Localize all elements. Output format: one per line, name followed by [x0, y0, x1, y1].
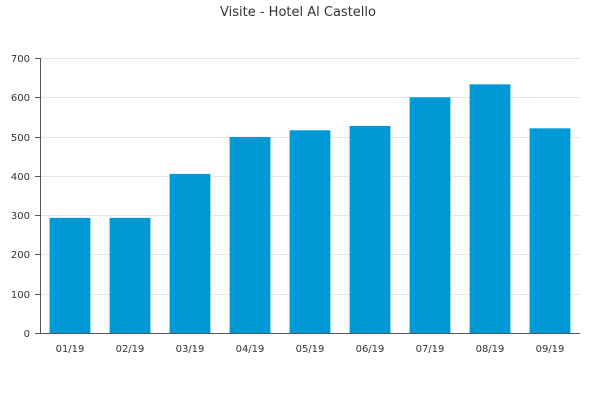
bar: [349, 125, 391, 333]
x-tick-labels: 01/19 02/19 03/19 04/19 05/19 06/19 07/19 08/19…: [56, 344, 565, 355]
bar: [409, 97, 451, 334]
y-tick-label: 600: [11, 93, 30, 104]
x-tick-label: 03/19: [176, 344, 205, 355]
bars: [49, 84, 571, 334]
x-tick-label: 04/19: [236, 344, 265, 355]
x-tick-label: 08/19: [476, 344, 505, 355]
bar: [529, 128, 571, 333]
y-tick-label: 100: [11, 290, 30, 301]
chart-title: Visite - Hotel Al Castello: [220, 5, 376, 20]
y-tick-label: 0: [24, 329, 30, 340]
y-tick-label: 400: [11, 172, 30, 183]
y-tick-label: 500: [11, 133, 30, 144]
y-tick-label: 300: [11, 211, 30, 222]
bar: [289, 130, 331, 333]
x-tick-label: 02/19: [116, 344, 145, 355]
bar: [49, 217, 91, 333]
axes: [40, 58, 580, 334]
bar: [109, 217, 151, 333]
x-tick-label: 09/19: [536, 344, 565, 355]
bar: [169, 173, 211, 333]
bar: [229, 136, 271, 333]
y-tick-label: 700: [11, 54, 30, 65]
x-tick-label: 06/19: [356, 344, 385, 355]
y-tick-label: 200: [11, 250, 30, 261]
bar: [469, 84, 511, 333]
x-tick-label: 05/19: [296, 344, 325, 355]
x-tick-label: 01/19: [56, 344, 85, 355]
x-tick-label: 07/19: [416, 344, 445, 355]
y-tick-labels: 0 100 200 300 400 500 600 700: [11, 54, 40, 340]
